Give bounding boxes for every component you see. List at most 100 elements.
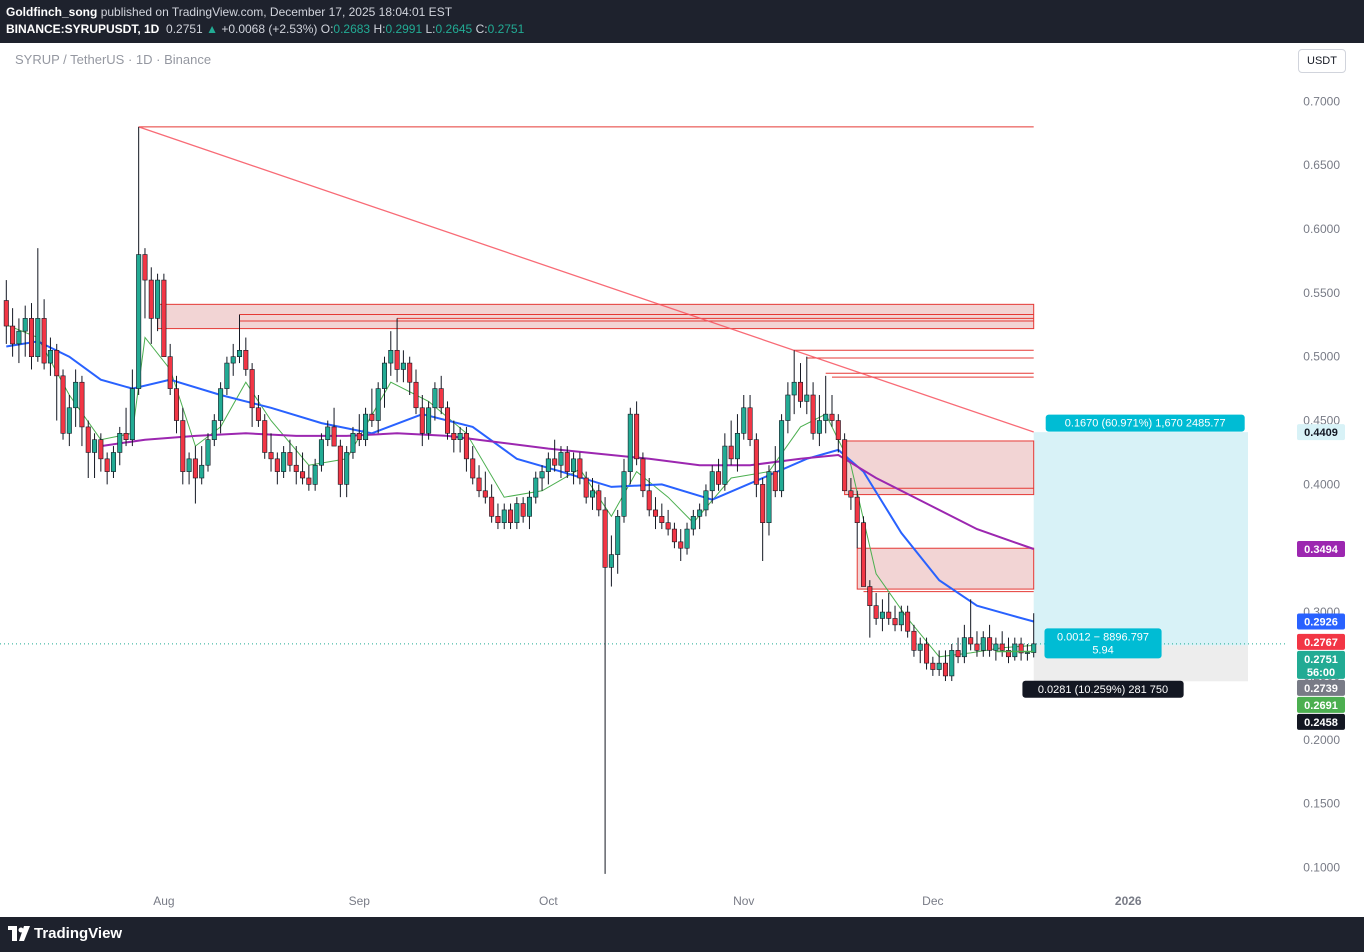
candle-body [98,439,104,460]
currency-button[interactable]: USDT [1298,49,1346,73]
candle [167,343,173,395]
candle-body [192,458,198,479]
price-axis-label-text: 0.2926 [1304,617,1338,629]
candle-body [905,611,911,632]
candle-body [577,458,583,479]
price-axis-label: 0.2691 [1297,696,1345,713]
candle [596,484,602,517]
candle [508,503,514,530]
candle [753,433,759,498]
candle [400,350,406,383]
candle [287,439,293,472]
candle [760,478,766,561]
candle-body [470,458,476,479]
candle [173,375,179,434]
candle [350,426,356,459]
candle [211,414,217,447]
candle [73,369,79,427]
candle [854,490,860,549]
trendline [138,126,1034,433]
candle-body [463,433,469,460]
candle [79,375,85,447]
candle-body [571,458,577,472]
candle-body [22,318,28,332]
candle [785,382,791,434]
candle-body [375,388,381,421]
candle-body [495,516,501,523]
candle-body [255,407,261,421]
candle [520,497,526,523]
candle-body [293,464,299,472]
candle-body [230,356,236,364]
chart-panel[interactable]: 0.7000 0.6500 0.6000 0.5500 0.5000 0.4500 0.40… [0,43,1364,917]
candle-body [400,362,406,370]
price-axis-label-bg [1297,424,1345,441]
candle-body [539,471,545,479]
candle [243,337,249,376]
candle-body [671,528,677,543]
candle-body [155,279,161,319]
candle-body [545,458,551,472]
candle [426,401,432,440]
candle-body [419,407,425,434]
candle [16,318,22,364]
footer-brand[interactable]: TradingView [34,925,123,942]
candle [237,314,243,364]
candle-body [697,509,703,517]
x-tick-label: Nov [733,894,754,908]
candle-body [596,490,602,511]
candle [92,433,98,478]
x-tick-label: Oct [539,894,558,908]
candle [85,420,91,478]
candle-body [854,496,860,523]
candle-body [457,433,463,440]
candle-body [703,490,709,511]
candle-body [369,413,375,421]
author-name[interactable]: Goldfinch_song [6,5,98,19]
candle [955,637,961,664]
candle-body [123,433,129,440]
candle-body [211,420,217,440]
entry-label-text: 0.0012 − 8896.797 [1057,631,1149,643]
candle-body [237,350,243,357]
candle [255,395,261,427]
candle [968,599,974,651]
entry-label-text: 5.94 [1092,644,1113,656]
price-axis-label: 0.2926 [1297,613,1345,630]
candle [917,637,923,664]
price-axis-label-text: 0.3494 [1304,544,1339,556]
candle-body [722,445,728,485]
candle [949,644,955,682]
candle [413,369,419,415]
candle [747,395,753,447]
target-label-text: 0.1670 (60.971%) 1,670 2485.77 [1065,418,1226,430]
candle-body [791,381,797,396]
candle [734,414,740,472]
candle-body [886,611,892,619]
candle-body [646,490,652,511]
y-tick-label: 0.1000 [1303,860,1340,874]
candle-body [54,350,60,377]
candle [186,452,192,485]
candle [192,446,198,504]
price-chart[interactable]: 0.7000 0.6500 0.6000 0.5500 0.5000 0.4500 0.40… [0,43,1364,917]
candle [199,446,205,485]
candle [659,503,665,530]
candle-body [426,407,432,434]
candle [262,414,268,459]
candle-body [842,439,848,492]
target-label-bg [1045,414,1245,432]
y-tick-label: 0.5500 [1303,286,1340,300]
candle [224,356,230,395]
candle [602,497,608,874]
candle [810,382,816,440]
candle [634,401,640,466]
candle-body [218,388,224,421]
price-axis-label-bg [1297,540,1345,557]
target-label: 0.1670 (60.971%) 1,670 2485.77 [1045,414,1245,432]
candle [35,248,41,362]
price-axis-label: 0.3494 [1297,540,1345,557]
candle [463,426,469,472]
resistance-zone [844,440,1035,496]
candle [514,497,520,530]
